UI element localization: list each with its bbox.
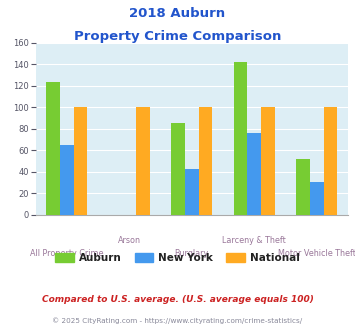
Bar <box>198 107 212 214</box>
Text: Property Crime Comparison: Property Crime Comparison <box>74 30 281 43</box>
Text: Larceny & Theft: Larceny & Theft <box>222 236 286 245</box>
Text: All Property Crime: All Property Crime <box>30 249 104 258</box>
Text: 2018 Auburn: 2018 Auburn <box>130 7 225 19</box>
Text: © 2025 CityRating.com - https://www.cityrating.com/crime-statistics/: © 2025 CityRating.com - https://www.city… <box>53 317 302 324</box>
Bar <box>323 107 337 214</box>
Text: Motor Vehicle Theft: Motor Vehicle Theft <box>278 249 355 258</box>
Text: Arson: Arson <box>118 236 141 245</box>
Legend: Auburn, New York, National: Auburn, New York, National <box>51 248 304 267</box>
Text: Compared to U.S. average. (U.S. average equals 100): Compared to U.S. average. (U.S. average … <box>42 295 313 304</box>
Bar <box>73 107 87 214</box>
Bar <box>136 107 150 214</box>
Bar <box>185 170 198 214</box>
Bar <box>171 123 185 214</box>
Bar <box>310 182 323 214</box>
Bar <box>60 145 73 214</box>
Text: Burglary: Burglary <box>175 249 209 258</box>
Bar <box>234 62 247 214</box>
Bar <box>261 107 275 214</box>
Bar <box>247 133 261 214</box>
Bar <box>46 82 60 214</box>
Bar <box>296 159 310 214</box>
